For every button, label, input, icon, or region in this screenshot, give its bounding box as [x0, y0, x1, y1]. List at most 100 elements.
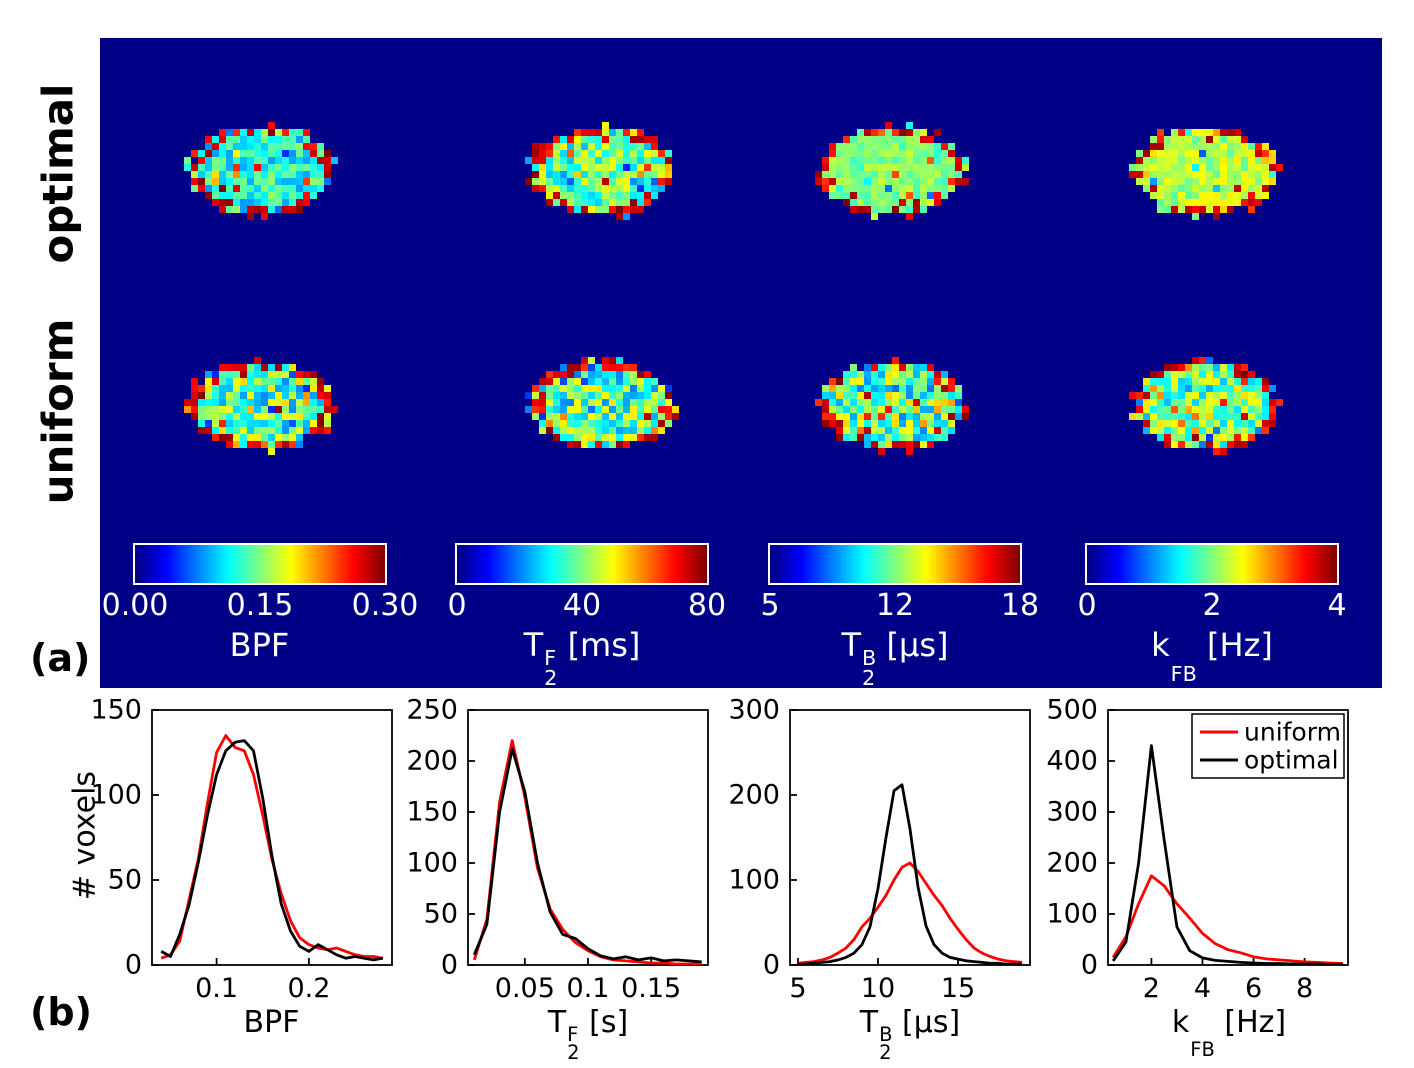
svg-text:200: 200	[406, 746, 458, 777]
brain-map-t2b-optimal	[808, 115, 976, 227]
svg-text:8: 8	[1296, 973, 1313, 1004]
label-sup: F	[567, 1022, 579, 1046]
label-sup: F	[544, 646, 557, 671]
svg-text:150: 150	[90, 695, 142, 726]
colorbar-kfb	[1085, 543, 1339, 585]
svg-text:100: 100	[1046, 899, 1098, 930]
colorbar-tick: 2	[1202, 588, 1222, 623]
histogram-t2b: 0 100 200 300 5 10 15	[728, 695, 1031, 1004]
label-text: T	[547, 1005, 567, 1040]
label-text: k	[1171, 1005, 1190, 1040]
brain-map-bpf-uniform	[177, 350, 345, 462]
label-sub: 2	[879, 1041, 892, 1065]
svg-text:250: 250	[406, 695, 458, 726]
colorbar-tick: 0	[447, 588, 467, 623]
svg-text:50: 50	[424, 899, 458, 930]
colorbar-tick: 18	[1000, 588, 1040, 623]
xaxis-label-bpf: BPF	[152, 1005, 392, 1041]
label-supsub: FB	[1170, 662, 1197, 687]
colorbar-label-kfb: k FB [Hz]	[1087, 626, 1337, 685]
label-sup: B	[879, 1022, 893, 1046]
label-text: BPF	[243, 1005, 300, 1040]
brain-map-t2b-uniform	[808, 350, 976, 462]
label-supsub: FB	[1190, 1037, 1215, 1061]
svg-text:150: 150	[406, 797, 458, 828]
panel-b-label: (b)	[30, 990, 92, 1034]
svg-text:500: 500	[1046, 695, 1098, 726]
svg-text:6: 6	[1245, 973, 1262, 1004]
label-sub: FB	[1190, 1037, 1215, 1061]
svg-text:100: 100	[406, 848, 458, 879]
colorbar-bpf	[133, 543, 387, 585]
brain-map-bpf-optimal	[177, 115, 345, 227]
colorbar-t2b	[768, 543, 1022, 585]
colorbar-tick: 80	[687, 588, 727, 623]
colorbar-tick: 5	[760, 588, 780, 623]
svg-text:15: 15	[941, 973, 975, 1004]
label-text: [ms]	[557, 626, 641, 664]
label-text: [μs]	[892, 1005, 961, 1040]
svg-text:10: 10	[861, 973, 895, 1004]
svg-text:50: 50	[108, 865, 142, 896]
svg-text:2: 2	[1143, 973, 1160, 1004]
svg-text:0.1: 0.1	[195, 973, 238, 1004]
label-text: T	[841, 626, 862, 664]
colorbar-ticks-kfb: 0 2 4	[1077, 588, 1346, 624]
colorbar-label-bpf: BPF	[135, 626, 385, 665]
row-label-uniform: uniform	[33, 318, 83, 505]
svg-text:4: 4	[1194, 973, 1211, 1004]
colorbar-tick: 0.15	[226, 588, 294, 623]
label-text: T	[859, 1005, 879, 1040]
colorbar-ticks-bpf: 0.00 0.15 0.30	[102, 588, 419, 624]
label-sub: 2	[567, 1041, 580, 1065]
svg-text:0.2: 0.2	[287, 973, 330, 1004]
svg-text:400: 400	[1046, 746, 1098, 777]
svg-text:uniform: uniform	[1244, 718, 1341, 747]
svg-text:0: 0	[1081, 950, 1098, 981]
row-label-optimal: optimal	[33, 83, 83, 264]
colorbar-tick: 40	[562, 588, 602, 623]
svg-text:100: 100	[90, 780, 142, 811]
colorbar-tick: 4	[1327, 588, 1347, 623]
svg-text:300: 300	[1046, 797, 1098, 828]
label-text: BPF	[229, 626, 290, 664]
brain-map-kfb-optimal	[1122, 115, 1290, 227]
label-sub: FB	[1170, 662, 1197, 687]
svg-text:100: 100	[728, 865, 780, 896]
xaxis-label-kfb: k FB [Hz]	[1108, 1005, 1350, 1059]
label-text: [Hz]	[1214, 1005, 1287, 1040]
brain-map-t2f-optimal	[518, 115, 686, 227]
svg-text:0: 0	[441, 950, 458, 981]
svg-text:0.05: 0.05	[495, 973, 555, 1004]
label-sub: 2	[544, 666, 558, 691]
colorbar-t2f	[455, 543, 709, 585]
histogram-bpf: 0 50 100 150 0.1 0.2	[90, 695, 393, 1004]
label-text: k	[1151, 626, 1170, 664]
brain-map-kfb-uniform	[1122, 350, 1290, 462]
label-text: [Hz]	[1196, 626, 1273, 664]
colorbar-tick: 0.00	[101, 588, 169, 623]
svg-text:300: 300	[728, 695, 780, 726]
brain-map-t2f-uniform	[518, 350, 686, 462]
colorbar-tick: 0.30	[351, 588, 419, 623]
svg-text:0.1: 0.1	[567, 973, 610, 1004]
label-text: [s]	[579, 1005, 629, 1040]
svg-text:0: 0	[125, 950, 142, 981]
svg-text:5: 5	[789, 973, 806, 1004]
colorbar-ticks-t2f: 0 40 80	[447, 588, 726, 624]
svg-text:0.15: 0.15	[621, 973, 681, 1004]
label-sup: B	[862, 646, 877, 671]
panel-a-label: (a)	[30, 636, 91, 680]
svg-text:200: 200	[1046, 848, 1098, 879]
colorbar-tick: 12	[875, 588, 915, 623]
